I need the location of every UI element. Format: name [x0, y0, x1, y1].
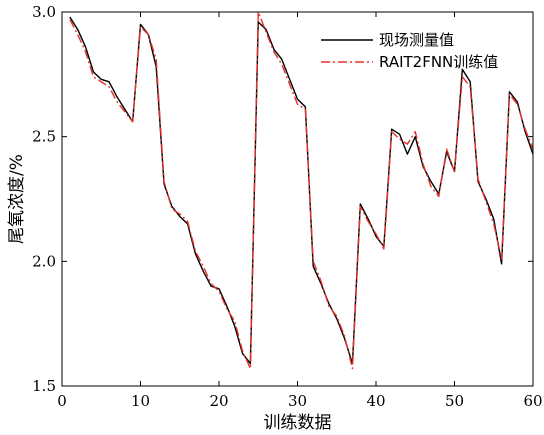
x-tick-label: 30	[288, 392, 307, 410]
y-tick-label: 2.0	[32, 252, 56, 270]
x-tick-label: 20	[209, 392, 228, 410]
x-axis-ticks: 0 10 20 30 40 50 60	[57, 12, 543, 410]
x-tick-label: 10	[131, 392, 150, 410]
legend-label-2: RAIT2FNN训练值	[379, 53, 498, 71]
x-tick-label: 60	[523, 392, 542, 410]
y-tick-label: 1.5	[32, 377, 56, 395]
series-line-2	[69, 11, 534, 370]
x-tick-label: 50	[445, 392, 464, 410]
y-tick-label: 2.5	[32, 128, 56, 146]
plot-lines	[69, 11, 534, 370]
legend-label-1: 现场测量值	[379, 31, 454, 49]
x-axis-title: 训练数据	[264, 413, 332, 433]
y-tick-label: 3.0	[32, 3, 56, 21]
legend: 现场测量值 RAIT2FNN训练值	[321, 31, 498, 71]
x-tick-label: 0	[57, 392, 67, 410]
y-axis-ticks: 1.5 2.0 2.5 3.0	[32, 3, 533, 395]
y-axis-title: 尾氧浓度/%	[7, 154, 27, 244]
x-tick-label: 40	[366, 392, 385, 410]
